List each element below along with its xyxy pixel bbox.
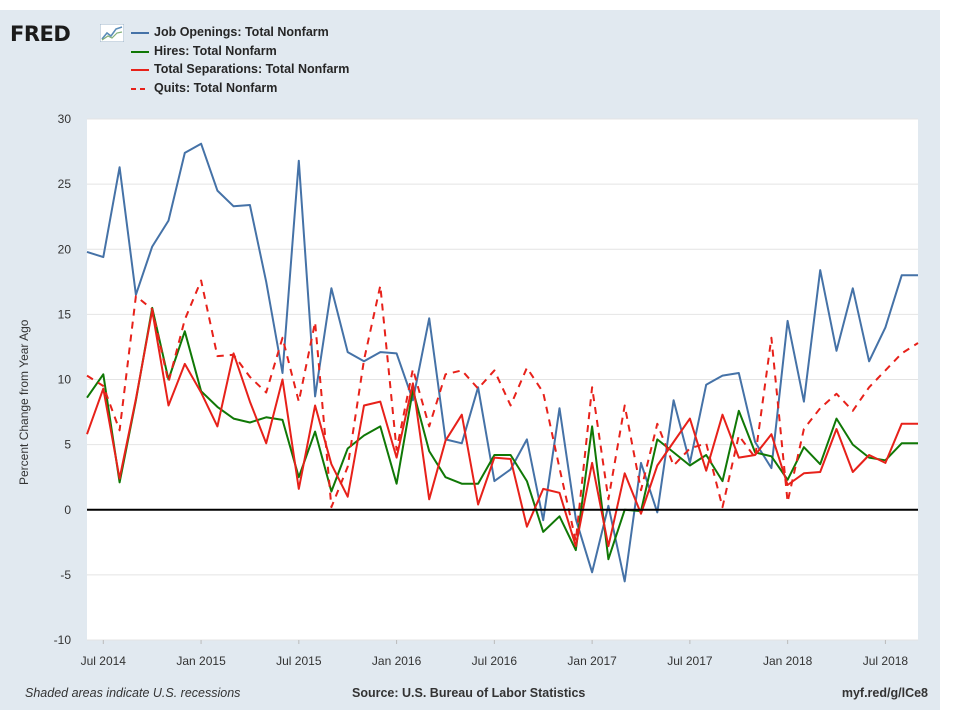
y-tick-label: 5 xyxy=(64,438,71,452)
source-text: Source: U.S. Bureau of Labor Statistics xyxy=(352,686,586,700)
y-tick-label: 0 xyxy=(64,503,71,517)
series-line xyxy=(86,309,918,548)
legend-label: Job Openings: Total Nonfarm xyxy=(154,25,329,39)
legend-swatch xyxy=(131,32,149,34)
x-tick-label: Jul 2018 xyxy=(863,654,909,668)
x-tick-label: Jan 2016 xyxy=(372,654,422,668)
x-tick-label: Jul 2015 xyxy=(276,654,322,668)
grid-lines xyxy=(87,118,918,641)
series-line xyxy=(86,306,918,561)
y-tick-label: 15 xyxy=(58,307,72,321)
fred-logo[interactable]: FRED xyxy=(10,22,71,46)
legend-swatch xyxy=(131,50,149,53)
y-tick-label: 25 xyxy=(58,177,72,191)
legend-label: Hires: Total Nonfarm xyxy=(154,43,277,58)
x-tick-label: Jan 2017 xyxy=(567,654,617,668)
series-line xyxy=(86,279,919,542)
x-tick-label: Jul 2014 xyxy=(81,654,127,668)
legend-swatch xyxy=(131,87,149,90)
y-tick-label: 20 xyxy=(58,242,72,256)
recession-note: Shaded areas indicate U.S. recessions xyxy=(25,686,241,700)
series-lines xyxy=(86,142,919,583)
legend-label: Quits: Total Nonfarm xyxy=(154,80,278,95)
series-line xyxy=(86,142,918,583)
y-tick-label: -10 xyxy=(54,633,72,647)
legend-label: Total Separations: Total Nonfarm xyxy=(154,62,350,76)
axes: -10 -5 0 5 10 15 20 25 30 Jul 2014 Jan 2015 Jul 201… xyxy=(54,112,918,668)
y-tick-label: -5 xyxy=(60,568,71,582)
x-tick-label: Jan 2018 xyxy=(763,654,813,668)
line-chart-icon xyxy=(100,24,124,42)
y-tick-label: 10 xyxy=(58,373,72,387)
x-tick-label: Jan 2015 xyxy=(176,654,226,668)
x-tick-label: Jul 2016 xyxy=(472,654,518,668)
legend-swatch xyxy=(131,69,149,71)
short-link[interactable]: myf.red/g/lCe8 xyxy=(841,686,928,700)
x-tick-label: Jul 2017 xyxy=(667,654,713,668)
y-tick-label: 30 xyxy=(58,112,72,126)
